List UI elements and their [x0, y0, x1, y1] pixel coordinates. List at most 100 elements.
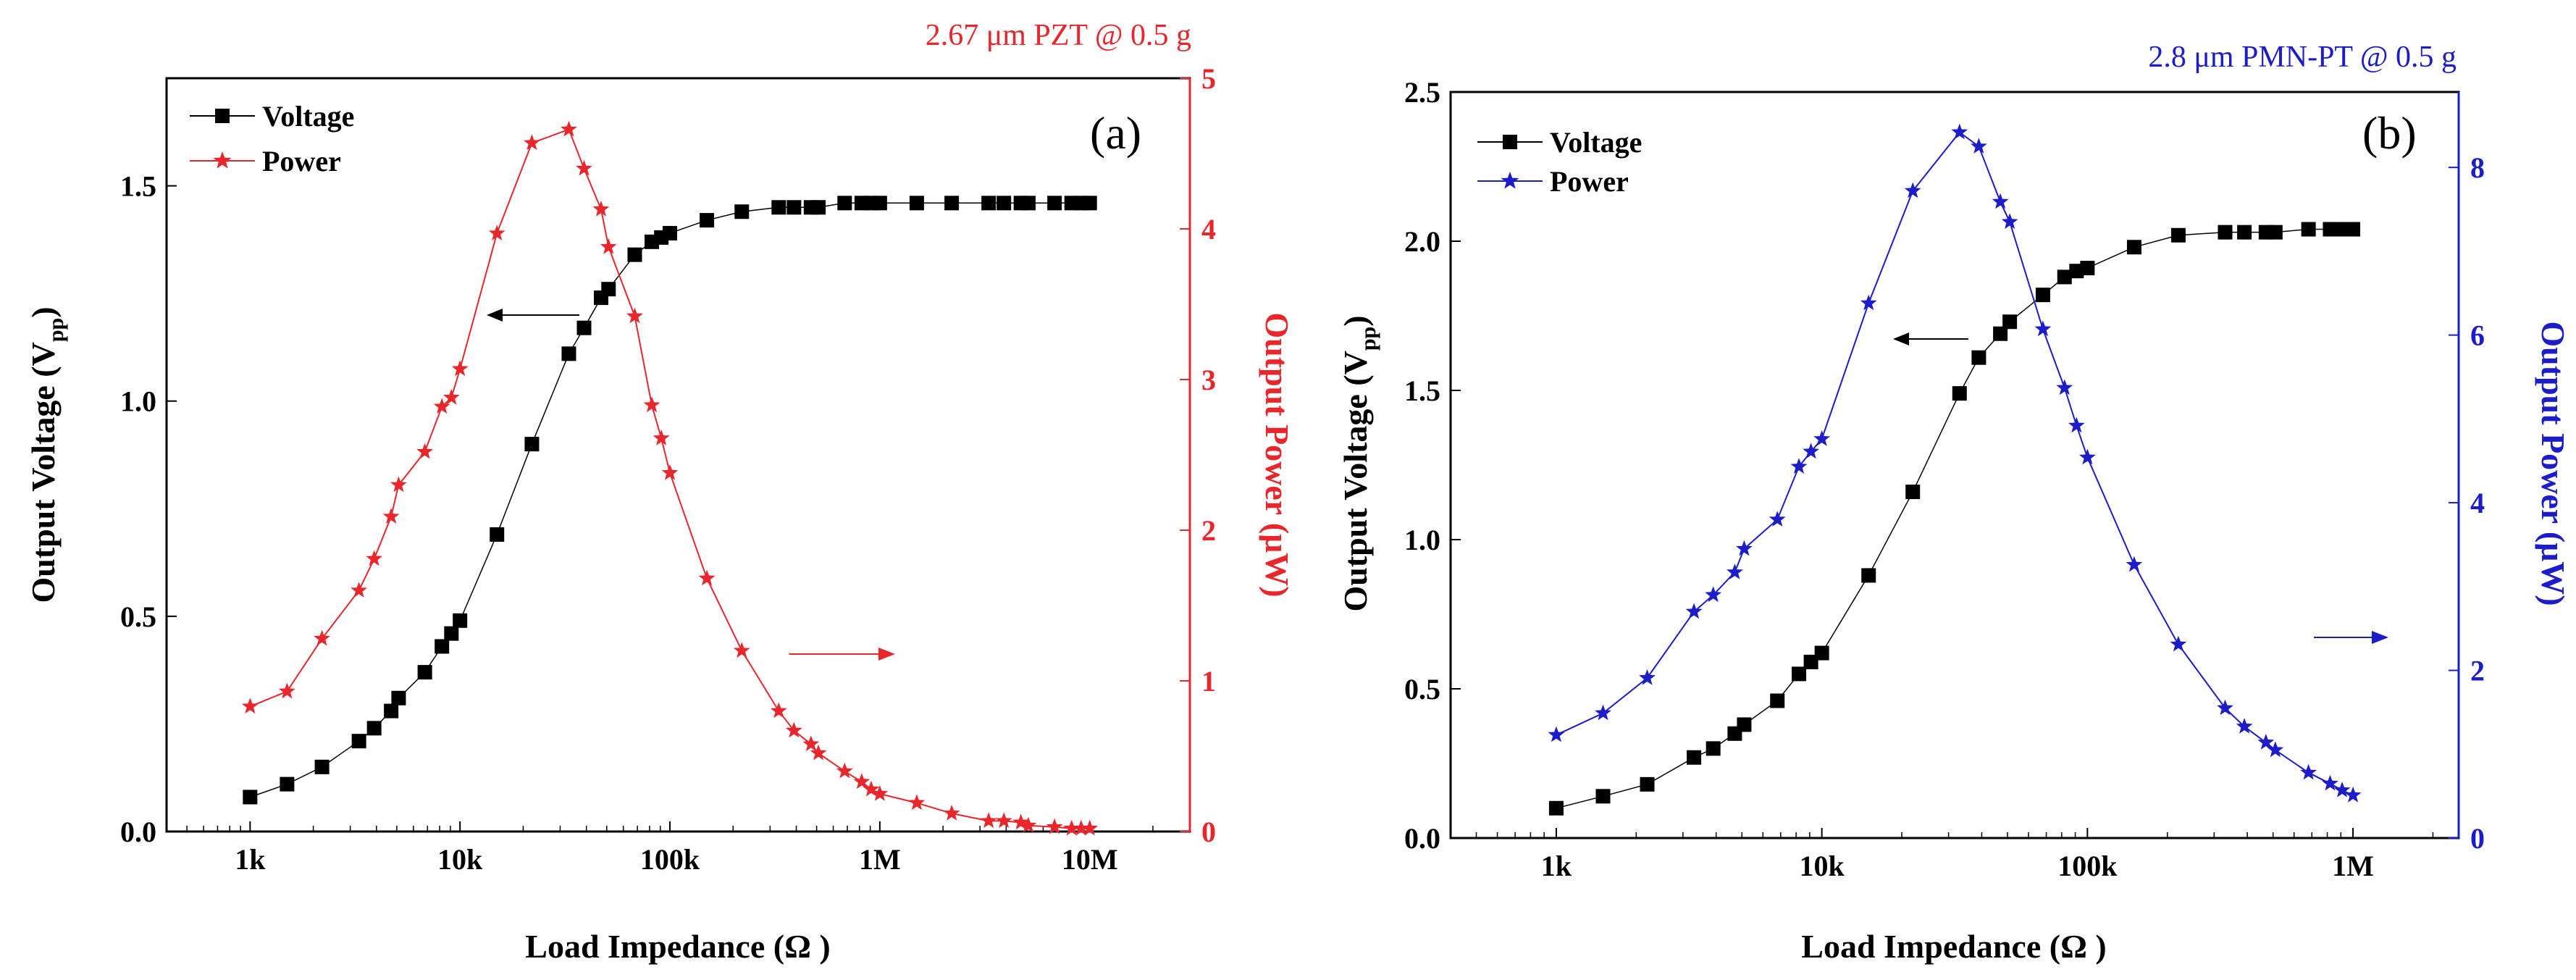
legend-voltage-label: Voltage [1550, 126, 1642, 159]
right-y-tick-label: 5 [1201, 62, 1216, 95]
power-data-point [561, 120, 577, 137]
voltage-data-point [2335, 222, 2350, 237]
power-data-point [241, 698, 259, 714]
voltage-data-point [2323, 222, 2338, 237]
voltage-data-point [1993, 326, 2008, 341]
power-data-point [2333, 782, 2351, 797]
power-data-point [576, 159, 592, 176]
voltage-data-point [1814, 645, 1829, 661]
voltage-data-point [2080, 261, 2095, 276]
power-data-point [1020, 816, 1037, 833]
voltage-data-point [997, 196, 1012, 211]
voltage-data-point [444, 626, 459, 641]
power-data-point [770, 702, 787, 719]
panel-b-right-axis-title: Output Power (μW) [2535, 321, 2572, 606]
legend-voltage-marker [215, 109, 230, 123]
x-tick-label: 100k [640, 843, 700, 876]
panel-a-right-axis-title: Output Power (μW) [1259, 312, 1296, 597]
voltage-data-point [601, 282, 616, 297]
power-data-point [995, 812, 1012, 829]
voltage-data-point [384, 703, 399, 719]
voltage-data-point [1706, 741, 1721, 756]
voltage-data-point [435, 639, 450, 654]
power-data-point [279, 682, 295, 699]
voltage-data-point [786, 200, 802, 215]
power-data-point [1736, 540, 1753, 556]
power-data-point [653, 430, 670, 445]
power-data-point [1012, 813, 1030, 830]
right-y-tick-label: 0 [2470, 822, 2485, 855]
panel-b-label: (b) [2362, 107, 2417, 159]
left-y-tick-label: 0.0 [120, 816, 156, 848]
power-data-point [1639, 669, 1656, 685]
power-data-point [863, 780, 880, 797]
power-data-point [1769, 511, 1786, 527]
power-data-point [1971, 138, 1987, 154]
panel-a-condition-title: 2.67 μm PZT @ 0.5 g [926, 19, 1191, 52]
voltage-data-point [576, 320, 592, 335]
power-data-point [2300, 763, 2317, 780]
power-data-point [451, 360, 469, 377]
voltage-data-point [2346, 222, 2361, 237]
voltage-data-point [417, 665, 432, 680]
left-y-tick-label: 1.0 [1404, 524, 1440, 556]
legend-power-marker [1501, 172, 1519, 189]
panel-a-right-y-ticks: 0 1 2 3 4 5 [1180, 62, 1216, 848]
x-tick-label: 100k [2057, 850, 2118, 882]
panel-b-arrow-left [1893, 332, 1968, 345]
legend-power-marker [213, 151, 232, 169]
panel-a-arrow-left [487, 309, 579, 322]
voltage-data-point [909, 196, 924, 211]
voltage-data-point [771, 200, 786, 215]
panel-b-series [1548, 123, 2362, 816]
power-data-point [366, 550, 383, 566]
power-data-point [626, 307, 643, 324]
chart-panel-b: 2.8 μm PMN-PT @ 0.5 g 1k 10k 100k 1M 0.0 0.5… [1337, 41, 2572, 965]
power-data-point [871, 785, 889, 801]
power-data-point [908, 794, 926, 811]
panel-a-left-y-ticks: 0.0 0.5 1.0 1.5 [120, 170, 177, 848]
power-data-point [1790, 458, 1808, 474]
panel-a-legend: Voltage Power [190, 100, 354, 177]
voltage-data-point [453, 613, 468, 628]
voltage-data-point [1861, 568, 1876, 583]
voltage-data-point [524, 437, 540, 452]
voltage-data-point [1020, 196, 1036, 211]
x-tick-label: 10k [437, 843, 483, 876]
power-data-point [943, 805, 960, 821]
voltage-data-point [351, 734, 366, 749]
power-data-point [698, 569, 716, 586]
power-data-point [643, 396, 660, 413]
power-data-point [2001, 213, 2018, 230]
power-data-point [433, 398, 450, 414]
voltage-data-point [2301, 222, 2316, 237]
voltage-data-point [1595, 789, 1611, 804]
voltage-data-point [981, 196, 997, 211]
voltage-series-line [250, 202, 1090, 798]
power-data-point [1992, 193, 2009, 209]
panel-b-x-minor-ticks [1475, 832, 2434, 838]
power-data-point [785, 721, 802, 738]
voltage-data-point [490, 527, 505, 542]
power-data-point [1951, 123, 1968, 140]
power-data-point [2217, 699, 2233, 716]
voltage-data-point [2126, 240, 2141, 255]
voltage-data-point [1952, 386, 1967, 401]
x-tick-label: 1k [1541, 850, 1572, 882]
power-data-point [2257, 734, 2275, 750]
right-y-tick-label: 2 [1201, 514, 1216, 547]
right-y-tick-label: 4 [1201, 213, 1216, 246]
panel-b-left-y-ticks: 0.0 0.5 1.0 1.5 2.0 2.5 [1404, 76, 1461, 855]
panel-b-left-axis-title: Output Voltage (Vpp) [1337, 315, 1380, 611]
x-tick-label: 10k [1800, 850, 1845, 882]
power-data-point [802, 735, 820, 752]
power-data-point [836, 762, 853, 779]
power-data-point [2056, 379, 2073, 395]
voltage-data-point [2069, 264, 2084, 279]
voltage-data-point [1687, 750, 1702, 765]
panel-b-condition-title: 2.8 μm PMN-PT @ 0.5 g [2148, 41, 2457, 74]
panel-b-x-ticks: 1k 10k 100k 1M [1541, 828, 2374, 882]
left-y-tick-label: 0.5 [1404, 673, 1440, 705]
power-data-point [661, 464, 679, 480]
